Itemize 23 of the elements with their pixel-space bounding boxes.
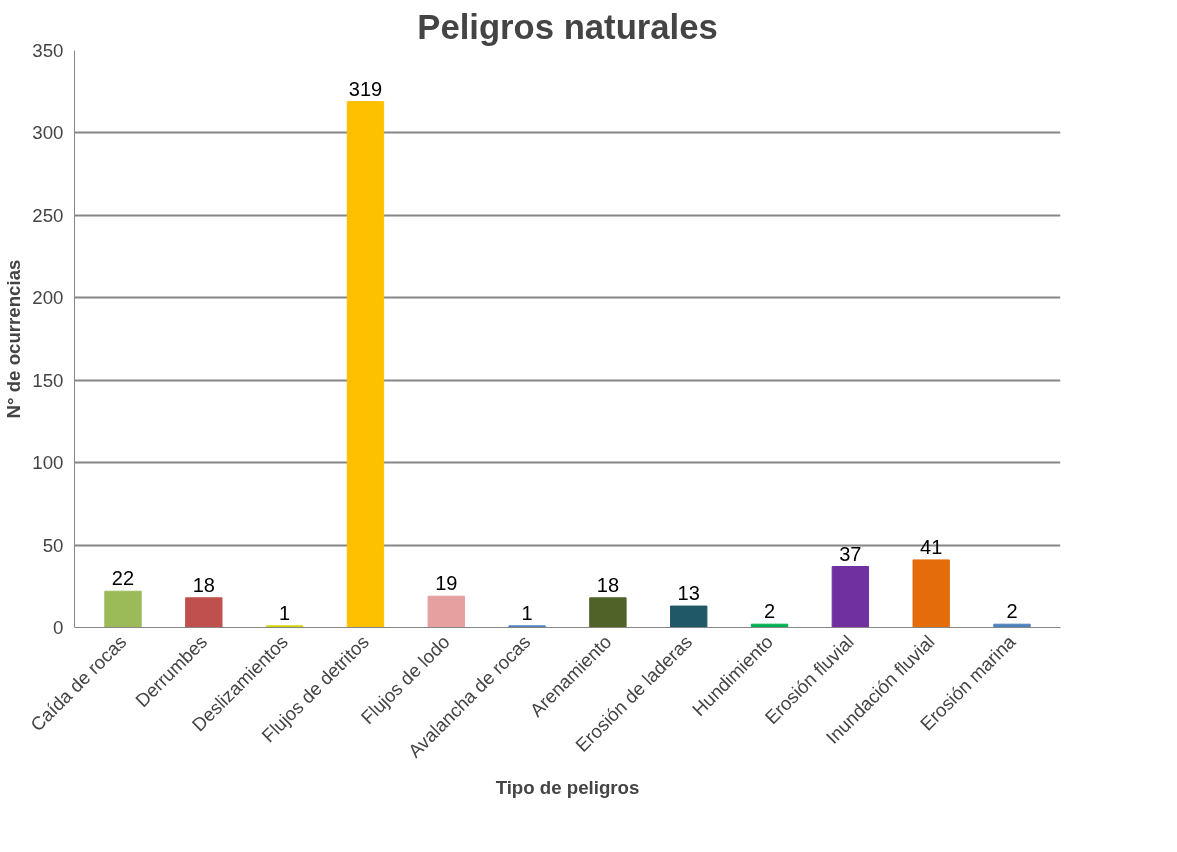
- data-label: 2: [763, 600, 776, 623]
- data-label: 37: [839, 542, 862, 565]
- data-label: 41: [920, 535, 943, 558]
- y-tick-label: 200: [32, 287, 64, 309]
- data-label: 18: [596, 573, 620, 596]
- data-label: 18: [192, 573, 215, 596]
- data-label: 2: [1006, 600, 1018, 623]
- y-tick-label: 50: [42, 534, 64, 556]
- y-tick-label: 300: [32, 122, 64, 144]
- data-label: 22: [111, 567, 135, 590]
- data-label: 19: [435, 572, 458, 595]
- x-axis-title: Tipo de peligros: [495, 776, 640, 798]
- y-tick-label: 0: [53, 617, 64, 638]
- data-label: 1: [279, 601, 291, 624]
- data-label: 1: [521, 601, 533, 624]
- y-tick-label: 100: [32, 452, 64, 474]
- y-tick-label: 250: [32, 204, 64, 226]
- data-label: 319: [348, 77, 383, 100]
- y-axis-title: N° de ocurrencias: [3, 259, 25, 419]
- chart-title: Peligros naturales: [417, 7, 718, 46]
- y-tick-label: 350: [32, 40, 64, 61]
- y-tick-label: 150: [32, 369, 64, 391]
- data-label: 13: [677, 582, 700, 605]
